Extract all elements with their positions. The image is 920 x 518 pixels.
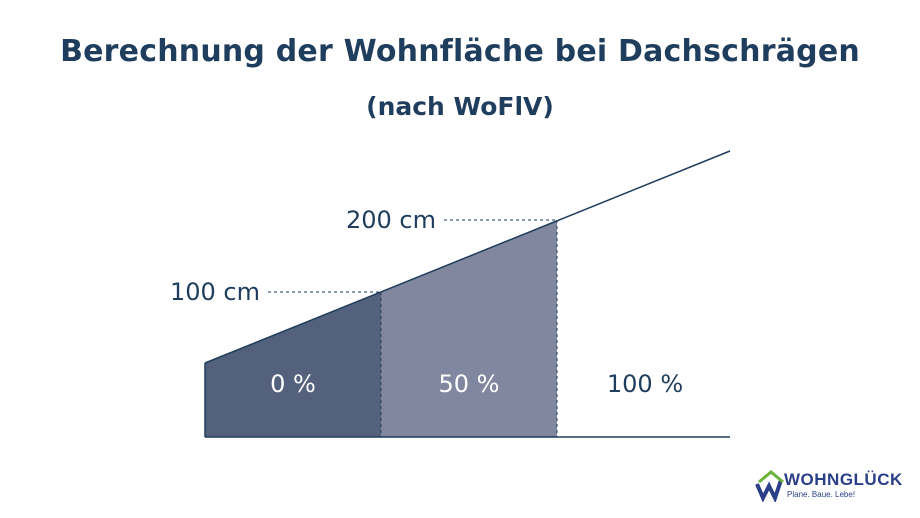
zone-label-100: 100 %: [607, 370, 683, 398]
wohnglueck-logo: WOHNGLÜCK Plane. Baue. Lebe!: [754, 466, 904, 506]
page-title: Berechnung der Wohnfläche bei Dachschräg…: [60, 34, 860, 69]
house-logo-icon: [755, 470, 784, 502]
zone-50-percent: [381, 220, 557, 437]
logo-tagline: Plane. Baue. Lebe!: [787, 490, 856, 499]
page-subtitle: (nach WoFlV): [366, 92, 554, 121]
zone-label-50: 50 %: [439, 370, 500, 398]
logo-name: WOHNGLÜCK: [784, 470, 903, 489]
roof-slope-line: [204, 150, 731, 364]
height-label-100cm: 100 cm: [170, 278, 260, 306]
zone-label-0: 0 %: [270, 370, 316, 398]
height-label-200cm: 200 cm: [346, 206, 436, 234]
zone-0-percent: [205, 292, 381, 437]
